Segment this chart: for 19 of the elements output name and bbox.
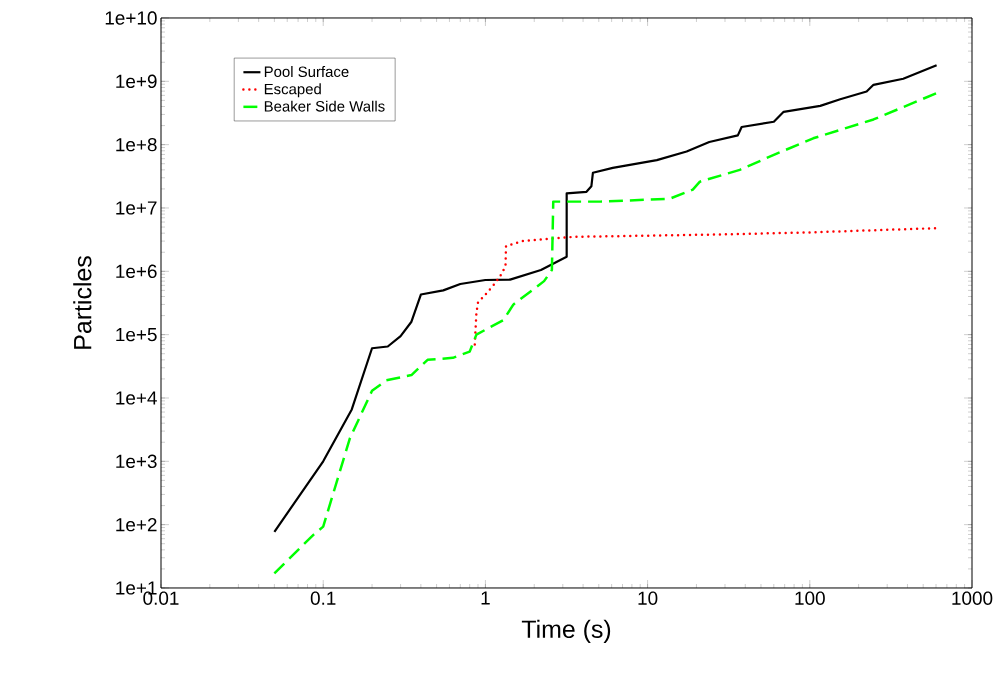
y-axis-title: Particles <box>73 256 92 349</box>
y-tick-label: 1e+3 <box>116 454 157 469</box>
legend-label: Beaker Side Walls <box>264 100 385 112</box>
x-tick-label: 10 <box>638 591 658 605</box>
x-tick-label: 0.1 <box>310 591 336 605</box>
y-tick-label: 1e+10 <box>105 11 157 25</box>
x-tick-label: 1 <box>481 591 490 605</box>
x-axis-title: Time (s) <box>521 619 611 643</box>
y-tick-label: 1e+9 <box>116 74 157 89</box>
x-tick-label: 100 <box>795 591 825 605</box>
y-tick-label: 1e+7 <box>116 201 157 215</box>
y-tick-label: 1e+6 <box>116 264 157 279</box>
legend-label: Pool Surface <box>264 66 349 78</box>
legend-label: Escaped <box>264 83 321 98</box>
y-tick-label: 1e+8 <box>116 137 157 152</box>
x-tick-label: 1000 <box>952 591 993 605</box>
y-tick-label: 1e+2 <box>116 517 157 532</box>
y-tick-label: 1e+5 <box>116 328 157 342</box>
y-tick-label: 1e+4 <box>116 391 157 405</box>
